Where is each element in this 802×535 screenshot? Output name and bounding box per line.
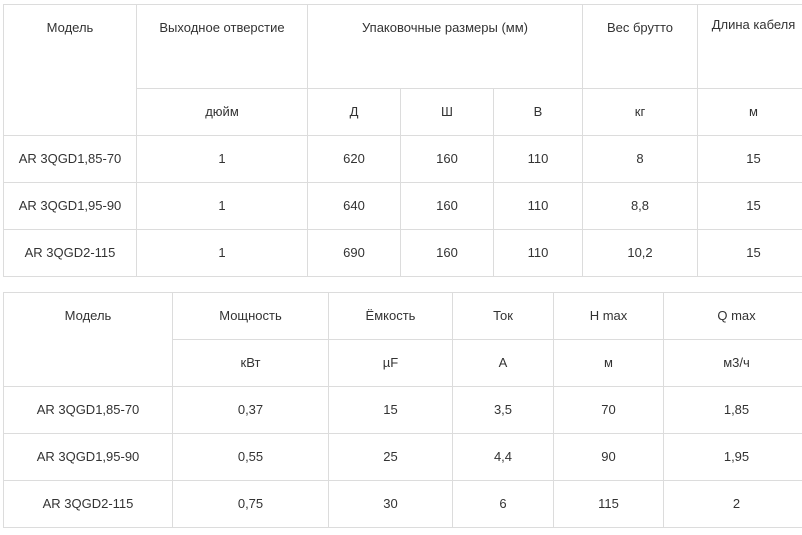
cell-width: 160: [400, 229, 494, 277]
cell-qmax: 1,85: [663, 386, 802, 434]
table-row: AR 3QGD1,95-90 1 640 160 110 8,8 15: [3, 182, 802, 230]
unit-hmax: м: [553, 339, 664, 387]
cell-model: AR 3QGD1,95-90: [3, 433, 173, 481]
cell-qmax: 1,95: [663, 433, 802, 481]
cell-cable: 15: [697, 135, 802, 183]
cell-capacity: 30: [328, 480, 453, 528]
cell-power: 0,75: [172, 480, 329, 528]
table-header-row: Модель Мощность Ёмкость Ток H max Q max: [3, 292, 802, 387]
cell-cable: 15: [697, 229, 802, 277]
header-outlet: Выходное отверстие: [136, 4, 308, 89]
table-units-row: дюйм Д Ш В кг м: [4, 88, 802, 136]
header-current: Ток: [452, 292, 554, 340]
table-row: AR 3QGD2-115 1 690 160 110 10,2 15: [3, 229, 802, 277]
table-row: AR 3QGD1,85-70 0,37 15 3,5 70 1,85: [3, 386, 802, 434]
cell-model: AR 3QGD1,85-70: [3, 135, 137, 183]
cell-model: AR 3QGD2-115: [3, 480, 173, 528]
cell-model: AR 3QGD2-115: [3, 229, 137, 277]
cell-model: AR 3QGD1,95-90: [3, 182, 137, 230]
header-capacity: Ёмкость: [328, 292, 453, 340]
cell-model: AR 3QGD1,85-70: [3, 386, 173, 434]
cell-weight: 8,8: [582, 182, 698, 230]
cell-height: 110: [493, 135, 583, 183]
unit-cable: м: [697, 88, 802, 136]
cell-width: 160: [400, 135, 494, 183]
unit-current: А: [452, 339, 554, 387]
cell-capacity: 25: [328, 433, 453, 481]
unit-qmax: м3/ч: [663, 339, 802, 387]
unit-width: Ш: [400, 88, 494, 136]
header-model: Модель: [3, 4, 137, 136]
unit-capacity: µF: [328, 339, 453, 387]
cell-power: 0,55: [172, 433, 329, 481]
cell-current: 6: [452, 480, 554, 528]
cell-cable: 15: [697, 182, 802, 230]
cell-outlet: 1: [136, 229, 308, 277]
table-header-row: Модель Выходное отверстие Упаковочные ра…: [3, 4, 802, 136]
table-row: AR 3QGD1,85-70 1 620 160 110 8 15: [3, 135, 802, 183]
cell-weight: 10,2: [582, 229, 698, 277]
packaging-table: Модель Выходное отверстие Упаковочные ра…: [3, 4, 802, 277]
cell-qmax: 2: [663, 480, 802, 528]
cell-length: 690: [307, 229, 401, 277]
header-power: Мощность: [172, 292, 329, 340]
cell-hmax: 70: [553, 386, 664, 434]
unit-height: В: [493, 88, 583, 136]
cell-power: 0,37: [172, 386, 329, 434]
cell-hmax: 115: [553, 480, 664, 528]
unit-length: Д: [307, 88, 401, 136]
table-row: AR 3QGD2-115 0,75 30 6 115 2: [3, 480, 802, 528]
table-row: AR 3QGD1,95-90 0,55 25 4,4 90 1,95: [3, 433, 802, 481]
header-packaging-dimensions: Упаковочные размеры (мм): [307, 4, 583, 89]
unit-outlet: дюйм: [136, 88, 308, 136]
cell-outlet: 1: [136, 135, 308, 183]
unit-weight: кг: [582, 88, 698, 136]
cell-capacity: 15: [328, 386, 453, 434]
cell-height: 110: [493, 229, 583, 277]
cell-weight: 8: [582, 135, 698, 183]
table-units-row: кВт µF А м м3/ч: [4, 339, 802, 387]
cell-length: 640: [307, 182, 401, 230]
header-hmax: H max: [553, 292, 664, 340]
header-gross-weight: Вес брутто: [582, 4, 698, 89]
unit-power: кВт: [172, 339, 329, 387]
header-model: Модель: [3, 292, 173, 387]
cell-height: 110: [493, 182, 583, 230]
electrical-specs-table: Модель Мощность Ёмкость Ток H max Q max …: [3, 292, 802, 528]
cell-hmax: 90: [553, 433, 664, 481]
cell-length: 620: [307, 135, 401, 183]
header-qmax: Q max: [663, 292, 802, 340]
cell-current: 4,4: [452, 433, 554, 481]
header-cable-length: Длина кабеля: [697, 4, 802, 89]
cell-width: 160: [400, 182, 494, 230]
cell-current: 3,5: [452, 386, 554, 434]
cell-outlet: 1: [136, 182, 308, 230]
